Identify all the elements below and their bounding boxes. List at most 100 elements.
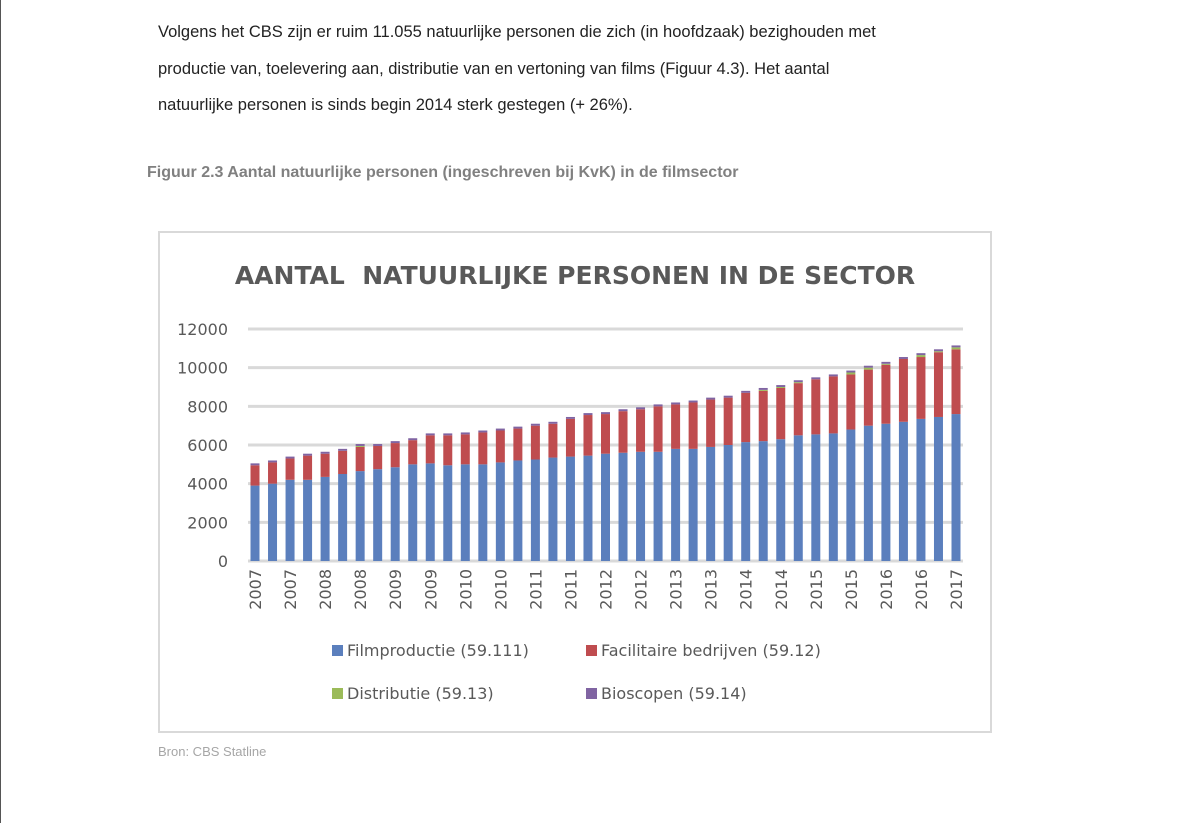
bar-segment-filmproductie [898, 421, 908, 561]
bar-segment-filmproductie [373, 469, 383, 561]
x-tick-label: 2010 [491, 569, 510, 610]
paragraph-line: Volgens het CBS zijn er ruim 11.055 natu… [158, 23, 876, 41]
bar-segment-bioscopen [618, 409, 628, 412]
bar-segment-bioscopen [898, 357, 908, 359]
bar-segment-filmproductie [583, 455, 593, 561]
bar-segment-facilitaire [513, 428, 523, 461]
paragraph-line: natuurlijke personen is sinds begin 2014… [158, 96, 633, 114]
bar-segment-facilitaire [285, 458, 295, 480]
legend-label: Bioscopen (59.14) [601, 684, 747, 703]
source-note: Bron: CBS Statline [158, 744, 267, 759]
bar-segment-facilitaire [636, 409, 646, 452]
legend-swatch [332, 688, 343, 699]
legend-swatch [586, 645, 597, 656]
bar-segment-filmproductie [776, 439, 786, 561]
figure-caption: Figuur 2.3 Aantal natuurlijke personen (… [147, 164, 739, 181]
y-tick-label: 4000 [187, 475, 228, 494]
bar-segment-facilitaire [688, 402, 698, 449]
bar-segment-filmproductie [425, 463, 435, 561]
bar-segment-filmproductie [741, 442, 751, 561]
bar-segment-facilitaire [478, 432, 488, 465]
bar-segment-bioscopen [881, 361, 891, 364]
bar-segment-facilitaire [303, 455, 313, 480]
bar-segment-bioscopen [408, 438, 418, 441]
bar-segment-filmproductie [828, 433, 838, 561]
bar-segment-facilitaire [881, 364, 891, 424]
x-tick-label: 2011 [561, 569, 580, 610]
bar-segment-distributie [758, 389, 768, 391]
bar-segment-filmproductie [811, 434, 821, 561]
x-tick-label: 2015 [842, 569, 861, 610]
bar-segment-facilitaire [250, 465, 260, 486]
bar-segment-bioscopen [828, 374, 838, 377]
bar-segment-distributie [355, 445, 365, 447]
legend-label: Distributie (59.13) [347, 684, 494, 703]
bar-segment-filmproductie [688, 448, 698, 561]
bar-segment-bioscopen [285, 456, 295, 459]
y-tick-label: 12000 [177, 320, 228, 339]
bar-segment-filmproductie [268, 483, 278, 561]
bar-segment-bioscopen [741, 390, 751, 393]
bar-segment-distributie [846, 372, 856, 375]
bar-segment-filmproductie [285, 479, 295, 561]
bar-segment-filmproductie [863, 425, 873, 561]
x-tick-label: 2011 [526, 569, 545, 610]
bar-segment-facilitaire [723, 397, 733, 445]
bar-segment-filmproductie [881, 423, 891, 561]
x-tick-label: 2008 [316, 569, 335, 610]
bar-segment-filmproductie [530, 459, 540, 561]
y-tick-label: 2000 [187, 513, 228, 532]
bar-segment-filmproductie [338, 474, 348, 561]
x-tick-label: 2010 [456, 569, 475, 610]
bar-segment-filmproductie [653, 451, 663, 561]
bar-segment-filmproductie [250, 485, 260, 561]
bar-segment-filmproductie [513, 460, 523, 561]
bar-segment-facilitaire [758, 390, 768, 442]
bar-segment-bioscopen [793, 380, 803, 383]
bar-segment-bioscopen [460, 432, 470, 435]
bar-segment-facilitaire [338, 450, 348, 474]
bar-segment-distributie [776, 387, 786, 388]
bar-segment-facilitaire [741, 392, 751, 443]
bar-segment-filmproductie [916, 418, 926, 561]
bar-segment-facilitaire [863, 369, 873, 426]
bar-segment-bioscopen [846, 370, 856, 373]
bar-segment-filmproductie [495, 462, 505, 561]
bar-segment-filmproductie [758, 441, 768, 561]
bar-segment-bioscopen [268, 460, 278, 463]
x-tick-label: 2014 [772, 569, 791, 610]
paragraph-line: productie van, toelevering aan, distribu… [158, 59, 830, 78]
bar-segment-facilitaire [601, 414, 610, 454]
bar-segment-filmproductie [636, 451, 646, 561]
bar-segment-bioscopen [338, 448, 348, 451]
x-tick-label: 2015 [807, 569, 826, 610]
bar-segment-facilitaire [268, 462, 278, 484]
chart-container: AANTAL NATUURLIJKE PERSONEN IN DE SECTOR… [158, 231, 992, 733]
x-tick-label: 2009 [421, 569, 440, 610]
bar-segment-bioscopen [811, 377, 821, 380]
bar-segment-filmproductie [303, 479, 313, 561]
bar-segment-bioscopen [303, 453, 313, 456]
legend-swatch [586, 688, 597, 699]
bar-segment-facilitaire [548, 423, 558, 458]
bar-segment-filmproductie [723, 445, 733, 561]
bar-segment-facilitaire [618, 411, 628, 453]
bar-segment-filmproductie [565, 456, 575, 561]
x-tick-label: 2013 [702, 569, 721, 610]
x-tick-label: 2008 [351, 569, 370, 610]
x-tick-label: 2017 [947, 569, 966, 610]
bar-segment-facilitaire [933, 352, 943, 417]
bar-segment-facilitaire [460, 434, 470, 465]
chart-title: AANTAL NATUURLIJKE PERSONEN IN DE SECTOR [235, 261, 915, 290]
bar-segment-facilitaire [811, 379, 821, 435]
bar-segment-facilitaire [671, 404, 681, 449]
bar-segment-facilitaire [916, 357, 926, 419]
stacked-bar-chart: AANTAL NATUURLIJKE PERSONEN IN DE SECTOR… [177, 261, 966, 703]
bar-segment-bioscopen [916, 353, 926, 356]
bar-segment-bioscopen [548, 421, 558, 424]
bar-segment-bioscopen [495, 428, 505, 431]
x-tick-label: 2014 [737, 569, 756, 610]
bar-segment-facilitaire [898, 358, 908, 422]
bar-segment-bioscopen [601, 412, 610, 415]
y-tick-label: 8000 [187, 397, 228, 416]
